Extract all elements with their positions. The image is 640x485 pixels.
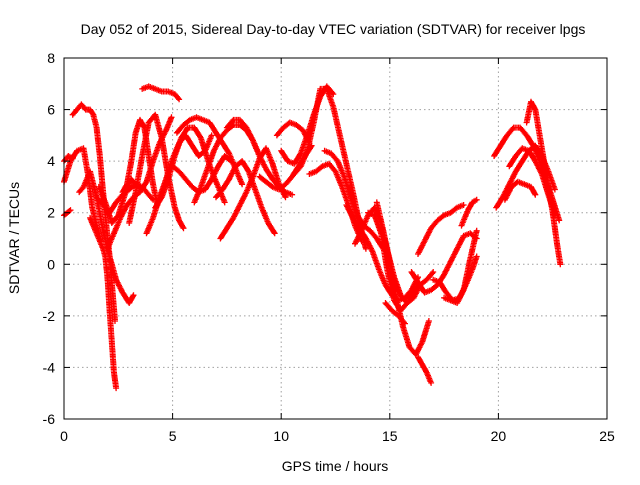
chart-title: Day 052 of 2015, Sidereal Day-to-day VTE… [81,21,586,37]
marker-trail [87,214,120,392]
plot-frame [63,57,608,420]
x-tick-label: 25 [599,428,615,444]
y-tick-label: 2 [47,205,55,221]
marker-trail [139,83,183,103]
y-tick-label: 8 [47,50,55,66]
x-tick-label: 10 [273,428,289,444]
y-tick-label: 6 [47,102,55,118]
y-axis-label: SDTVAR / TECUs [6,182,22,294]
marker-trail [501,178,539,203]
marker-trail [415,354,435,386]
series-arc-31 [382,300,408,327]
series-arc-05 [87,214,120,392]
series-arc-11 [139,83,183,103]
series-arc-34 [408,230,480,296]
y-tick-label: 0 [47,256,55,272]
marker-trail [169,153,235,196]
series-arc-33 [415,202,467,257]
series-arc-18 [213,158,278,237]
x-tick-label: 5 [169,428,177,444]
x-tick-label: 0 [60,428,68,444]
marker-trail [441,227,480,306]
series-arc-23 [273,119,313,147]
marker-trail [273,119,313,147]
series-arc-30 [373,199,432,358]
y-tick-label: -4 [43,359,56,375]
series-arc-26 [321,147,387,252]
y-tick-label: -2 [43,308,56,324]
marker-trail [458,196,480,229]
data-points [61,83,564,392]
marker-trail [213,158,278,237]
x-tick-label: 15 [382,428,398,444]
marker-trail [506,145,558,219]
x-tick-label: 20 [491,428,507,444]
series-arc-36 [441,227,480,306]
marker-trail [408,230,480,296]
marker-trail [321,147,387,252]
series-arc-37 [458,196,480,229]
y-tick-label: -6 [43,411,56,427]
series-arc-16 [169,153,235,196]
y-tick-label: 4 [47,153,55,169]
series-arc-42 [506,145,558,219]
marker-trail [76,168,137,306]
series-arc-06 [76,168,137,306]
marker-trail [382,300,408,327]
series-arc-32 [415,354,435,386]
x-axis-label: GPS time / hours [282,458,389,474]
marker-trail [373,199,432,358]
series-arc-40 [501,178,539,203]
axis-ticks: 0 5 10 15 20 25 -6 -4 -2 0 2 4 6 8 [43,50,615,444]
marker-trail [415,202,467,257]
